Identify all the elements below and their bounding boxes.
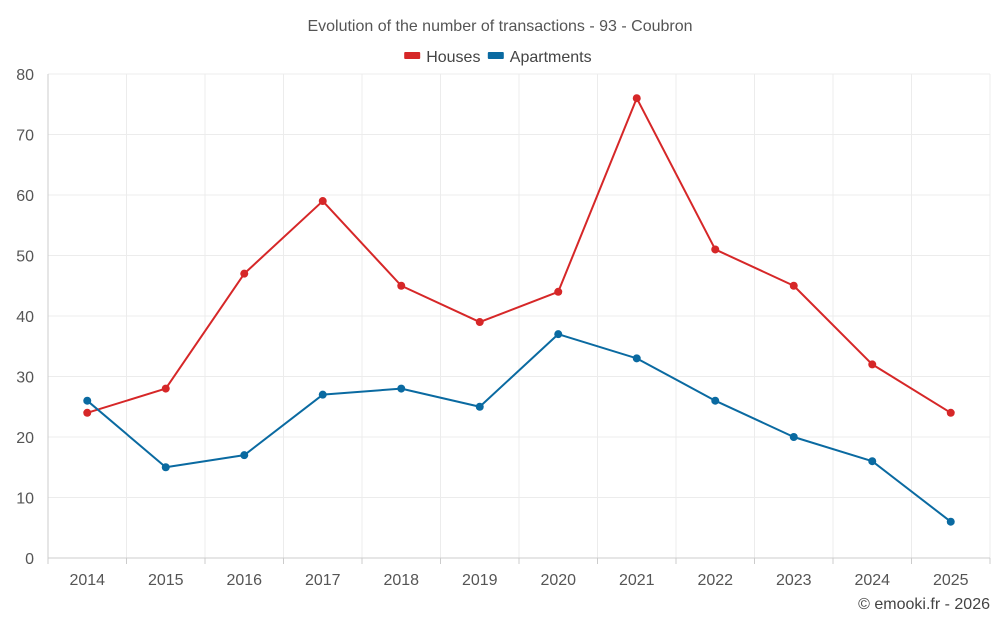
x-tick-label-2024: 2024	[854, 572, 890, 589]
y-tick-label-5: 50	[16, 249, 34, 266]
credit: © emooki.fr - 2026	[858, 596, 990, 613]
x-tick-label-2016: 2016	[226, 572, 262, 589]
y-tick-label-1: 10	[16, 491, 34, 508]
point-apartments-2017[interactable]	[318, 390, 327, 399]
y-tick-label-0: 0	[25, 551, 34, 568]
x-tick-label-2019: 2019	[462, 572, 498, 589]
point-houses-2022[interactable]	[711, 245, 720, 254]
legend-item-apartments[interactable]: Apartments	[487, 49, 592, 66]
point-houses-2021[interactable]	[632, 94, 641, 103]
x-tick-label-2025: 2025	[933, 572, 969, 589]
point-apartments-2024[interactable]	[868, 457, 877, 466]
x-tick-label-2020: 2020	[540, 572, 576, 589]
point-apartments-2014[interactable]	[83, 396, 92, 405]
y-tick-label-7: 70	[16, 128, 34, 145]
point-apartments-2015[interactable]	[161, 463, 170, 472]
legend-swatch-apartments	[487, 52, 504, 59]
grid	[47, 73, 991, 559]
series-houses	[83, 94, 955, 417]
point-apartments-2023[interactable]	[789, 433, 798, 441]
x-tick-label-2022: 2022	[697, 572, 733, 589]
point-apartments-2020[interactable]	[554, 330, 563, 339]
x-tick-label-2014: 2014	[69, 572, 105, 589]
series-apartments	[83, 330, 955, 526]
point-houses-2024[interactable]	[868, 360, 877, 369]
x-tick-label-2018: 2018	[383, 572, 419, 589]
point-houses-2018[interactable]	[397, 281, 406, 290]
point-houses-2017[interactable]	[318, 197, 327, 206]
point-houses-2020[interactable]	[554, 287, 563, 296]
point-apartments-2022[interactable]	[711, 396, 720, 405]
x-axis: 2014 2015 2016 2017 2018 2019 2020 2021 2022 2023…	[47, 558, 991, 589]
point-apartments-2021[interactable]	[632, 354, 641, 363]
legend-label-houses: Houses	[426, 49, 480, 66]
chart-title: Evolution of the number of transactions …	[307, 18, 692, 35]
y-tick-label-6: 60	[16, 188, 34, 205]
y-tick-label-2: 20	[16, 430, 34, 447]
point-apartments-2025[interactable]	[946, 517, 955, 526]
point-houses-2015[interactable]	[161, 384, 170, 393]
y-tick-label-8: 80	[16, 67, 34, 84]
legend: Houses Apartments	[404, 49, 592, 66]
point-houses-2019[interactable]	[475, 318, 484, 327]
point-houses-2014[interactable]	[83, 408, 92, 417]
series-line-apartments	[86, 333, 952, 523]
x-tick-label-2015: 2015	[148, 572, 184, 589]
x-tick-label-2023: 2023	[776, 572, 812, 589]
x-tick-label-2017: 2017	[305, 572, 341, 589]
legend-swatch-houses	[404, 52, 421, 59]
y-tick-label-4: 40	[16, 309, 34, 326]
point-houses-2025[interactable]	[946, 408, 955, 417]
point-apartments-2016[interactable]	[240, 451, 249, 460]
series-group	[83, 94, 955, 526]
legend-item-houses[interactable]: Houses	[404, 49, 480, 66]
point-apartments-2018[interactable]	[397, 384, 406, 393]
y-tick-label-3: 30	[16, 370, 34, 387]
y-axis: 0 10 20 30 40 50 60 70 80	[16, 67, 34, 568]
point-houses-2016[interactable]	[240, 269, 249, 278]
series-line-houses	[86, 97, 952, 414]
x-tick-label-2021: 2021	[619, 572, 655, 589]
legend-label-apartments: Apartments	[510, 49, 592, 66]
point-apartments-2019[interactable]	[475, 402, 484, 411]
point-houses-2023[interactable]	[789, 281, 798, 290]
